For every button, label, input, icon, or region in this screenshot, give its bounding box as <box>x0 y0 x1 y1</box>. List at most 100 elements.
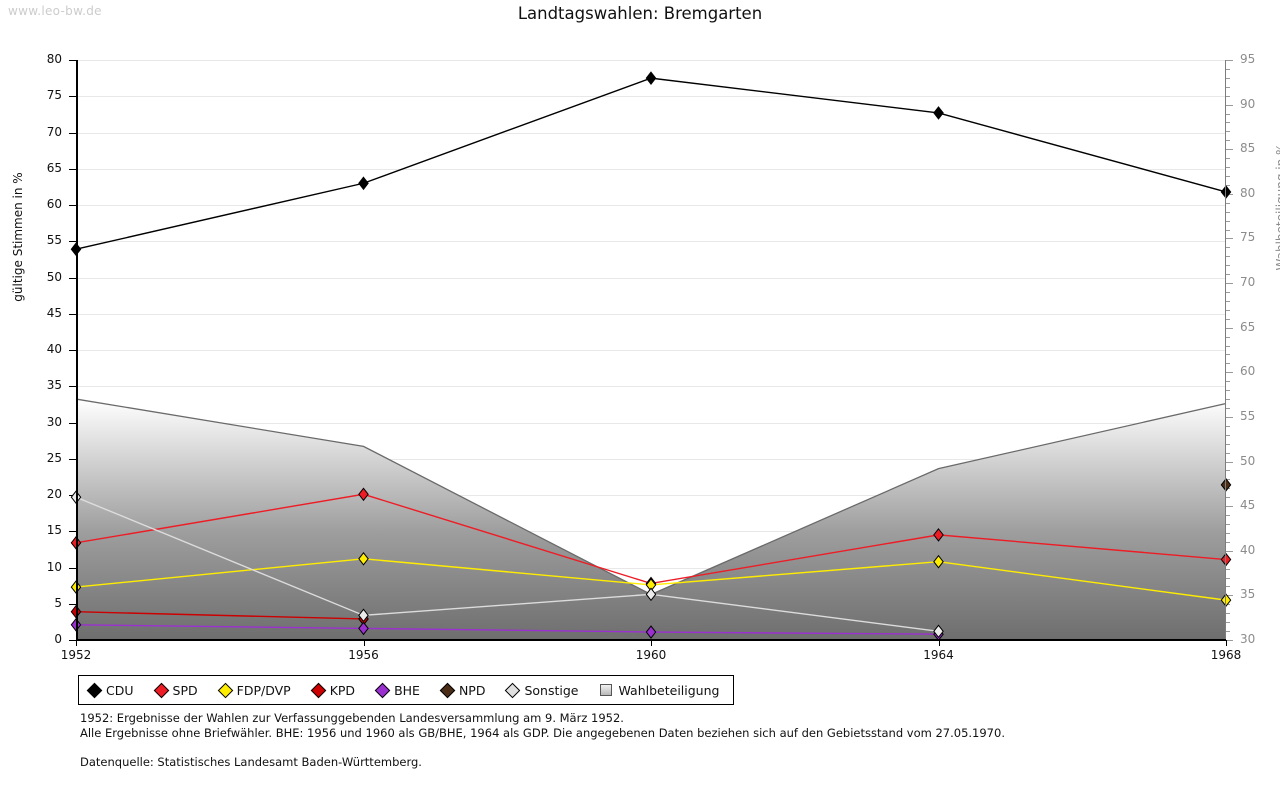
right-tick-minor <box>1226 265 1230 267</box>
legend-swatch-square <box>600 684 613 696</box>
data-point-cdu-1964 <box>933 106 944 120</box>
right-tick-label: 75 <box>1240 230 1256 245</box>
x-tick-label: 1952 <box>60 648 92 662</box>
right-tick <box>1226 595 1233 597</box>
left-tick-label: 20 <box>46 487 62 501</box>
left-tick-label: 15 <box>46 523 62 538</box>
x-tick-label: 1968 <box>1210 648 1242 662</box>
legend-label: Wahlbeteiligung <box>618 682 720 698</box>
right-tick-minor <box>1226 211 1230 213</box>
legend-swatch-diamond-icon <box>374 682 391 698</box>
right-tick <box>1226 640 1233 641</box>
legend-item-wahlbeteiligung[interactable]: Wahlbeteiligung <box>600 683 719 698</box>
right-tick-minor <box>1226 568 1230 570</box>
left-axis-line <box>76 60 78 640</box>
left-tick <box>69 350 76 351</box>
data-point-fdp-dvp-1964 <box>933 554 944 569</box>
gridline <box>76 495 1226 496</box>
x-tick <box>76 640 77 646</box>
x-tick-label: 1956 <box>348 648 379 662</box>
right-tick-minor <box>1226 354 1230 356</box>
right-tick-minor <box>1226 524 1230 525</box>
left-tick <box>69 458 76 460</box>
legend-item-bhe[interactable]: BHE <box>374 682 420 698</box>
left-tick <box>69 96 76 98</box>
data-point-cdu-1968 <box>1220 185 1232 199</box>
right-tick <box>1226 372 1233 374</box>
series-layer <box>70 71 1232 642</box>
left-tick <box>69 168 76 170</box>
wahlbeteiligung-area <box>76 399 1226 640</box>
x-tick <box>651 640 652 646</box>
right-tick-minor <box>1226 229 1230 231</box>
right-tick <box>1226 283 1233 285</box>
legend-label: FDP/DVP <box>236 682 291 698</box>
right-tick-minor <box>1226 176 1230 177</box>
legend-item-cdu[interactable]: CDU <box>86 682 134 698</box>
series-line-kpd <box>75 611 364 620</box>
right-tick-minor <box>1226 515 1230 517</box>
data-point-fdp-dvp-1956 <box>358 551 369 566</box>
right-tick-minor <box>1226 613 1230 615</box>
right-tick <box>1226 104 1233 106</box>
legend-item-npd[interactable]: NPD <box>439 682 486 698</box>
right-tick-minor <box>1226 86 1230 88</box>
right-tick-label: 90 <box>1240 96 1256 111</box>
right-tick-label: 60 <box>1240 364 1256 379</box>
right-tick-minor <box>1226 184 1230 186</box>
legend-item-fdp-dvp[interactable]: FDP/DVP <box>217 682 291 698</box>
gridline <box>76 205 1226 206</box>
right-tick-minor <box>1226 408 1230 409</box>
data-point-spd-1956 <box>358 487 369 502</box>
left-tick <box>69 205 76 206</box>
right-tick-minor <box>1226 443 1230 445</box>
left-tick <box>69 277 76 279</box>
legend-swatch-diamond-icon <box>310 682 326 698</box>
left-tick <box>69 567 76 569</box>
right-tick-minor <box>1226 247 1230 249</box>
right-tick-label: 50 <box>1240 453 1256 468</box>
left-tick-label: 70 <box>46 124 62 139</box>
right-tick <box>1226 461 1233 463</box>
data-point-cdu-1956 <box>358 176 369 191</box>
left-tick-label: 45 <box>46 305 62 320</box>
right-tick <box>1226 550 1233 552</box>
left-tick-label: 65 <box>46 160 62 175</box>
x-tick-label: 1964 <box>923 648 954 662</box>
left-tick-label: 10 <box>46 559 62 574</box>
left-tick <box>69 640 76 641</box>
right-tick-minor <box>1226 479 1230 481</box>
right-tick-minor <box>1226 113 1230 115</box>
right-tick-minor <box>1226 622 1230 624</box>
left-tick-label: 0 <box>54 632 62 646</box>
right-tick-label: 35 <box>1240 587 1256 602</box>
plot-area: 0 5 10 15 20 25 30 35 40 45 50 55 60 65 70 75 80 30 35 40 4… <box>47 52 1256 662</box>
legend-item-spd[interactable]: SPD <box>153 682 198 698</box>
legend-item-sonstige[interactable]: Sonstige <box>505 682 578 698</box>
data-point-spd-1968 <box>1220 552 1232 567</box>
left-tick-label: 50 <box>46 269 62 284</box>
right-tick-label: 45 <box>1240 498 1256 513</box>
legend-item-kpd[interactable]: KPD <box>310 682 355 698</box>
legend-label: CDU <box>106 682 134 698</box>
legend: CDU SPD FDP/DVP KPD BHE NPD Sonstige Wahlbeteil… <box>78 675 735 705</box>
right-tick <box>1226 60 1233 61</box>
right-tick-label: 85 <box>1240 141 1256 156</box>
right-tick-minor <box>1226 399 1230 401</box>
right-tick-minor <box>1226 497 1230 499</box>
legend-label: NPD <box>458 682 486 698</box>
right-tick-minor <box>1226 131 1230 133</box>
gridline <box>76 531 1226 533</box>
right-tick-minor <box>1226 274 1230 276</box>
gridline <box>76 350 1226 351</box>
legend-swatch-diamond-icon <box>153 682 169 698</box>
right-tick <box>1226 327 1233 329</box>
right-tick-label: 65 <box>1240 319 1256 334</box>
x-tick-label: 1960 <box>635 648 667 662</box>
right-tick-minor <box>1226 77 1230 79</box>
right-tick-minor <box>1226 425 1230 427</box>
series-line-sonstige <box>75 496 939 632</box>
left-tick <box>69 603 76 605</box>
left-tick <box>69 531 76 533</box>
